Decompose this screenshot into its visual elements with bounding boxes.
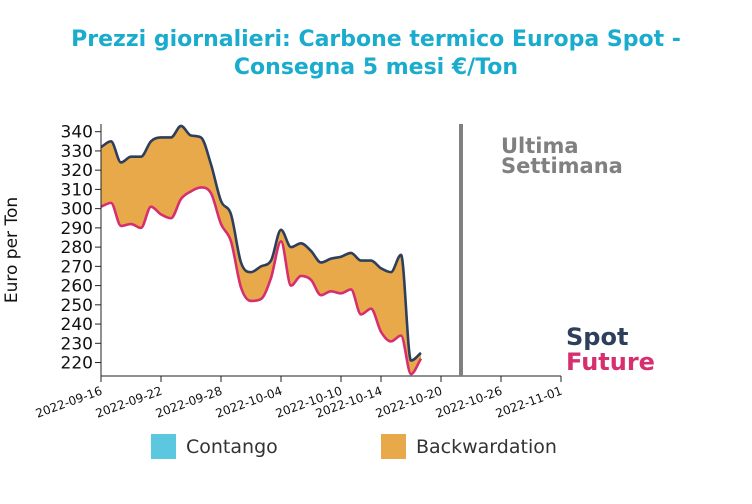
legend: Contango Backwardation [151,434,557,459]
legend-label-contango: Contango [186,436,278,458]
chart-title-line-1: Prezzi giornalieri: Carbone termico Euro… [71,27,681,52]
y-tick-label: 310 [61,180,93,200]
y-tick-label: 260 [61,277,93,297]
series-label-future: Future [566,348,655,376]
legend-label-backwardation: Backwardation [416,436,557,458]
y-tick-label: 300 [61,200,93,220]
y-tick-label: 340 [61,123,93,143]
legend-swatch-contango [151,434,176,459]
x-tick-label: 2022-09-22 [94,384,164,421]
last-week-label: Ultima [501,134,579,158]
y-tick-label: 270 [61,257,93,277]
y-tick-label: 290 [61,219,93,239]
x-tick-label: 2022-09-28 [154,384,224,421]
series-label-spot: Spot [566,323,628,351]
spot-line [100,124,422,362]
legend-swatch-backwardation [381,434,406,459]
backwardation-area [101,125,421,375]
y-tick-label: 330 [61,142,93,162]
x-tick-label: 2022-10-04 [214,384,284,421]
y-tick-label: 240 [61,315,93,335]
y-axis-label: Euro per Ton [2,197,22,303]
y-tick-label: 230 [61,334,93,354]
y-tick-label: 280 [61,238,93,258]
x-tick-label: 2022-10-26 [434,384,504,421]
y-tick-label: 320 [61,161,93,181]
y-tick-label: 220 [61,354,93,374]
last-week-label: Settimana [501,154,623,178]
x-tick-label: 2022-10-20 [374,384,444,421]
x-tick-label: 2022-11-01 [494,384,564,421]
x-tick-label: 2022-09-16 [34,384,104,421]
y-tick-label: 250 [61,296,93,316]
future-line [100,186,423,376]
chart-title-line-2: Consegna 5 mesi €/Ton [234,55,518,80]
